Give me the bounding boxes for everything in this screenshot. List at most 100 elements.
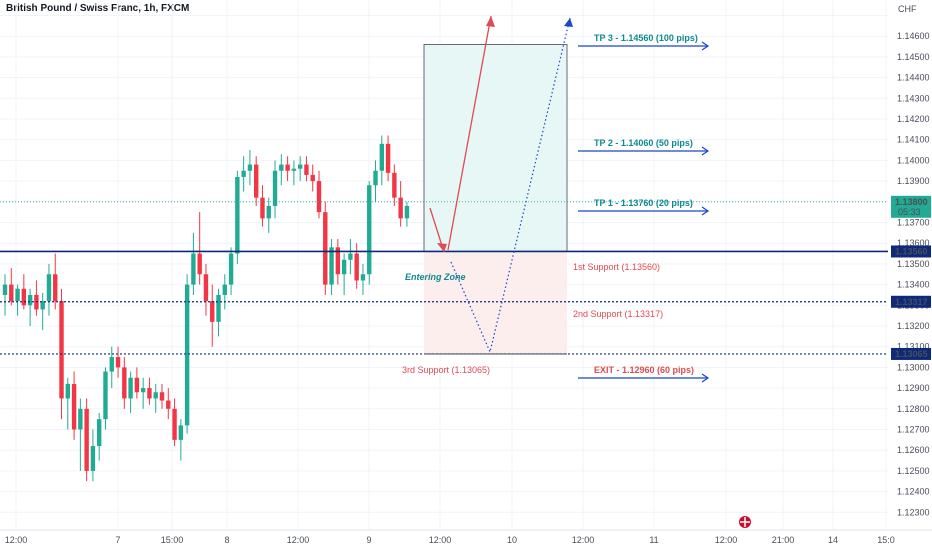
candle-body [115, 357, 121, 368]
entering-zone-label: Entering Zone [405, 272, 466, 282]
target-label: TP 1 - 1.13760 (20 pips) [594, 198, 693, 208]
y-tick-label: 1.12600 [897, 445, 930, 455]
candle-body [122, 367, 127, 399]
candle-body [228, 253, 234, 285]
candle-body [291, 168, 297, 171]
profit-zone [423, 44, 568, 252]
level-tag-3: 1.13065 [895, 349, 928, 359]
y-tick-label: 1.14600 [897, 31, 930, 41]
support-3-label: 3rd Support (1.13065) [402, 365, 490, 375]
candle-body [385, 143, 391, 173]
x-tick-label: 10 [507, 535, 517, 545]
level-tag-2-bg [891, 295, 931, 308]
y-tick-label: 1.12700 [897, 425, 930, 435]
x-tick-label: 12:00 [572, 535, 595, 545]
x-tick-label: 15:00 [161, 535, 184, 545]
candle-body [53, 274, 58, 302]
x-tick-label: 21:00 [772, 535, 795, 545]
y-tick-label: 1.13500 [897, 259, 930, 269]
entry-zone [424, 251, 567, 354]
candle-body [360, 274, 366, 281]
symbol-title: British Pound / Swiss Franc, 1h, FXCM [6, 3, 190, 14]
projection-path [450, 17, 571, 354]
up-arrow-line [447, 15, 492, 251]
candle-body [71, 383, 77, 430]
x-tick-label: 15:0 [877, 535, 895, 545]
target-arrow-head [701, 373, 710, 383]
candle-body [15, 288, 20, 302]
candle-body [197, 253, 202, 275]
y-tick-label: 1.12400 [897, 487, 930, 497]
x-tick-label: 11 [649, 535, 658, 545]
candle-body [316, 181, 322, 213]
candle-body [279, 164, 284, 171]
y-tick-label: 1.12500 [897, 466, 930, 476]
candle-body [59, 301, 64, 399]
candle-body [103, 371, 108, 420]
candle-body [128, 377, 133, 399]
candle-body [159, 392, 165, 401]
candle-body [341, 259, 347, 275]
candle-body [172, 408, 177, 440]
candle-body [203, 274, 209, 302]
support-1-label: 1st Support (1.13560) [573, 262, 660, 272]
projection-head [564, 18, 573, 27]
level-tag-3-bg [891, 347, 931, 360]
candle-body [304, 164, 309, 175]
last-price-timer: 05:33 [898, 207, 921, 217]
y-tick-label: 1.14300 [897, 93, 930, 103]
y-tick-label: 1.14500 [897, 52, 930, 62]
y-tick-label: 1.13600 [897, 238, 930, 248]
down-arrow-head [437, 243, 447, 252]
candle-body [260, 197, 265, 219]
candle-body [134, 377, 140, 393]
candle-body [153, 392, 158, 399]
candle-body [46, 274, 52, 302]
candle-body [184, 284, 190, 426]
x-tick-label: 7 [115, 535, 120, 545]
y-tick-label: 1.13700 [897, 218, 930, 228]
candle-body [97, 419, 102, 447]
y-tick-label: 1.12900 [897, 383, 930, 393]
candle-body [272, 170, 278, 206]
candle-body [235, 176, 240, 254]
currency-label: CHF [898, 4, 917, 14]
candle-body [140, 388, 146, 393]
candle-body [191, 253, 196, 285]
x-tick-label: 12:00 [287, 535, 310, 545]
y-tick-label: 1.13100 [897, 342, 930, 352]
candle-body [210, 301, 215, 322]
target-label: TP 3 - 1.14560 (100 pips) [594, 33, 698, 43]
candle-body [241, 170, 246, 177]
x-tick-label: 9 [366, 535, 371, 545]
candle-body [310, 174, 315, 182]
y-tick-label: 1.13200 [897, 321, 930, 331]
target-arrow-head [701, 41, 710, 51]
candle-body [247, 164, 253, 171]
up-arrow-head [486, 16, 495, 27]
y-tick-label: 1.14200 [897, 114, 930, 124]
x-tick-label: 12:00 [715, 535, 738, 545]
level-tag-1: 1.13560 [895, 246, 928, 256]
candle-body [65, 383, 70, 399]
y-tick-label: 1.14400 [897, 73, 930, 83]
x-tick-label: 8 [224, 535, 229, 545]
candle-body [379, 143, 384, 171]
y-tick-label: 1.12300 [897, 507, 930, 517]
candle-body [392, 172, 397, 198]
level-tag-2: 1.13317 [895, 297, 928, 307]
candle-body [216, 294, 221, 322]
x-tick-label: 12:00 [5, 535, 28, 545]
candle-body [323, 212, 328, 285]
support-2-label: 2nd Support (1.13317) [573, 309, 663, 319]
candle-body [285, 164, 290, 171]
candle-body [9, 284, 14, 302]
candle-body [335, 247, 341, 275]
candle-body [78, 408, 83, 430]
candle-body [297, 164, 303, 169]
y-tick-label: 1.13000 [897, 362, 930, 372]
x-tick-label: 14 [828, 535, 838, 545]
candle-body [348, 253, 353, 260]
